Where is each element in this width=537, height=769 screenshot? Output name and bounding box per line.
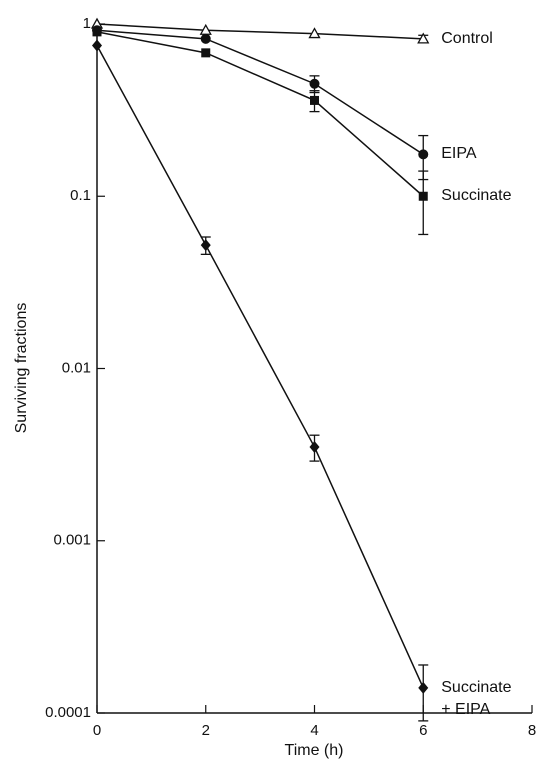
x-axis-label: Time (h) xyxy=(285,742,344,759)
marker xyxy=(418,681,429,694)
marker xyxy=(418,149,429,160)
series-label: Succinate xyxy=(441,187,512,205)
x-tick-label: 0 xyxy=(93,722,101,739)
series-line xyxy=(96,31,424,197)
marker xyxy=(309,78,320,89)
marker xyxy=(308,27,321,39)
series-line xyxy=(96,29,424,156)
marker xyxy=(309,441,320,454)
y-axis-label: Surviving fractions xyxy=(13,303,30,434)
series-line xyxy=(96,23,424,40)
marker xyxy=(310,95,319,105)
error-bar xyxy=(418,170,429,236)
x-tick-label: 6 xyxy=(419,722,427,739)
series-label-text: EIPA xyxy=(441,145,477,163)
marker xyxy=(418,191,428,201)
marker xyxy=(200,239,211,252)
y-tick-label: 0.01 xyxy=(62,359,91,376)
series-label: Control xyxy=(441,29,493,47)
y-tick-label: 0.1 xyxy=(70,187,91,204)
marker xyxy=(417,32,430,44)
x-tick-label: 4 xyxy=(310,722,318,739)
marker xyxy=(92,27,102,37)
marker xyxy=(200,33,211,44)
x-tick-label: 2 xyxy=(202,722,210,739)
series-label-text: Succinate xyxy=(441,187,512,205)
series-label: Succinate + EIPA xyxy=(441,678,512,718)
y-tick-label: 0.001 xyxy=(53,532,91,549)
y-tick-label: 0.0001 xyxy=(45,704,91,721)
series-label: EIPA xyxy=(441,145,477,163)
marker xyxy=(92,39,102,52)
y-tick-label: 1 xyxy=(83,15,91,32)
series-label-text: Control xyxy=(441,29,493,47)
series-line xyxy=(96,45,424,689)
series-label-text: Succinate + EIPA xyxy=(441,678,512,718)
marker xyxy=(201,48,211,58)
x-tick-label: 8 xyxy=(528,722,536,739)
